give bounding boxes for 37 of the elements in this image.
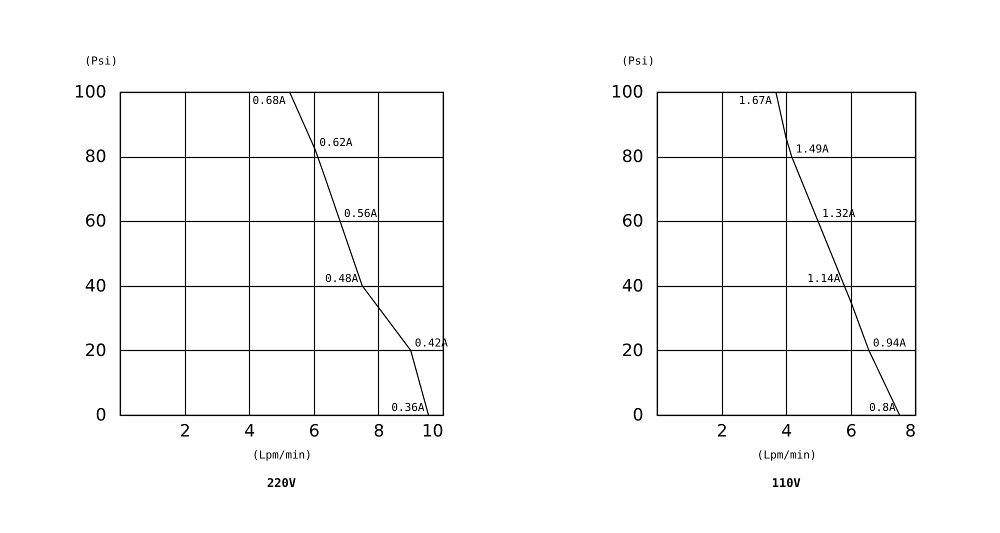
y-tick-label: 100 — [74, 82, 106, 102]
annotation: 0.48A — [325, 272, 359, 285]
y-tick-label: 60 — [622, 212, 644, 232]
y-tick-label: 20 — [84, 340, 106, 361]
y-tick-label: 60 — [84, 212, 106, 232]
y-tick-label: 80 — [622, 147, 644, 168]
annotation: 1.49A — [796, 142, 830, 156]
annotation: 0.56A — [344, 207, 378, 220]
y-tick-label: 40 — [84, 276, 106, 296]
x-tick-label: 6 — [308, 422, 320, 442]
y-tick-label: 20 — [622, 340, 644, 361]
y-tick-label: 80 — [84, 147, 106, 168]
y-axis-title: (Psi) — [84, 54, 118, 68]
y-tick-label: 0 — [96, 406, 106, 426]
annotation: 0.8A — [869, 401, 896, 414]
x-tick-label: 4 — [244, 422, 256, 442]
annotation: 0.62A — [319, 136, 353, 150]
annotation: 1.14A — [807, 272, 841, 285]
x-axis-title: (Lpm/min) — [756, 448, 817, 462]
y-tick-label: 100 — [611, 82, 644, 102]
y-tick-label: 40 — [622, 276, 644, 296]
x-tick-label: 8 — [373, 422, 384, 442]
annotation: 1.67A — [738, 94, 772, 107]
x-axis-title: (Lpm/min) — [252, 448, 312, 462]
x-tick-label: 2 — [716, 422, 728, 442]
y-axis-title: (Psi) — [622, 54, 655, 68]
x-tick-label: 4 — [781, 422, 792, 442]
y-tick-label: 0 — [632, 406, 644, 426]
annotation: 0.94A — [872, 336, 906, 350]
x-tick-label: 8 — [905, 422, 916, 442]
x-tick-label: 6 — [846, 422, 857, 442]
annotation: 0.68A — [252, 94, 286, 107]
x-tick-label: 2 — [180, 422, 191, 442]
annotation: 0.36A — [391, 401, 425, 414]
text: 110V — [772, 476, 801, 490]
x-tick-label: 10 — [422, 422, 444, 442]
text: 220V — [267, 476, 296, 490]
